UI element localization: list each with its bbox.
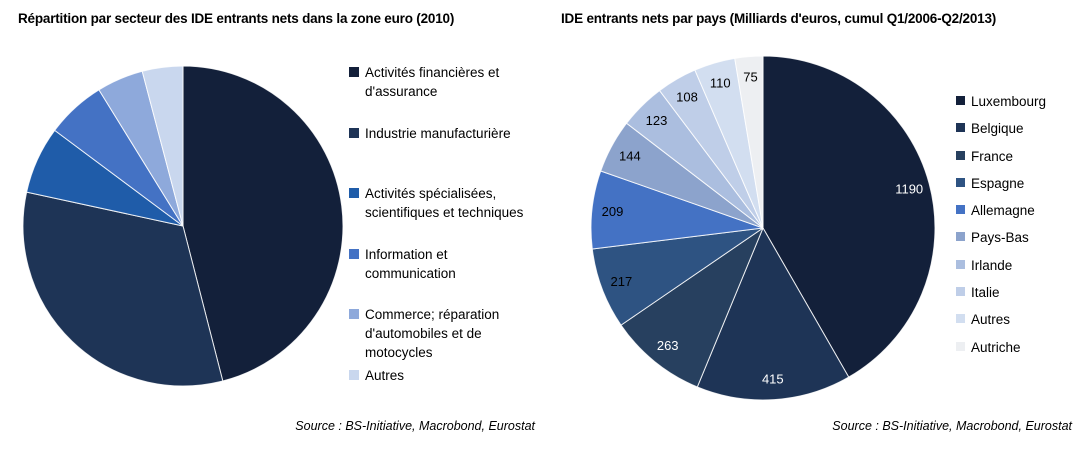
legend-label: Autres — [971, 312, 1011, 328]
legend-swatch — [349, 309, 359, 319]
source-text: Source : BS-Initiative, Macrobond, Euros… — [832, 419, 1072, 433]
legend-label: Italie — [971, 285, 1000, 301]
legend-swatch — [956, 259, 965, 269]
pie-data-label: 75 — [743, 70, 757, 85]
legend-item: Activités financières et d'assurance — [349, 63, 537, 124]
legend-item: Autriche — [956, 338, 1081, 365]
legend-label: Industrie manufacturière — [365, 125, 511, 141]
legend-swatch — [956, 314, 965, 324]
legend-label: Luxembourg — [971, 94, 1047, 109]
legend-label: Irlande — [971, 257, 1013, 273]
pie-data-label: 144 — [619, 148, 641, 163]
legend-label: Information et communication — [365, 246, 456, 281]
source-text: Source : BS-Initiative, Macrobond, Euros… — [295, 419, 535, 433]
legend-swatch — [956, 177, 965, 187]
legend-item: Autres — [349, 366, 537, 427]
legend-swatch — [956, 341, 965, 351]
pie-slice — [762, 55, 936, 378]
legend-swatch — [956, 150, 965, 160]
legend-item: Italie — [956, 283, 1081, 310]
legend-label: Espagne — [971, 175, 1025, 191]
legend-swatch — [956, 287, 965, 297]
pie-slice — [696, 227, 850, 401]
legend-label: Activités spécialisées, scientifiques et… — [365, 186, 524, 220]
legend-swatch — [956, 205, 965, 215]
legend-swatch — [349, 369, 359, 380]
legend-swatch — [956, 232, 965, 242]
pie-chart — [22, 65, 344, 387]
pie-data-label: 1190 — [895, 182, 923, 197]
legend: Luxembourg Belgique France Espagne Allemagne… — [956, 92, 1081, 365]
legend-label: Autriche — [971, 339, 1021, 355]
pie-slice — [620, 227, 764, 388]
legend-label: Commerce; réparation d'automobiles et de… — [365, 307, 500, 360]
legend-item: Allemagne — [956, 201, 1081, 228]
pie-data-label: 263 — [657, 338, 679, 353]
legend-label: France — [971, 148, 1014, 164]
country-pie-panel: IDE entrants nets par pays (Milliards d'… — [543, 0, 1086, 450]
pie-data-label: 209 — [602, 204, 624, 219]
legend-label: Belgique — [971, 121, 1024, 137]
pie-slice — [734, 55, 764, 229]
legend-item: Luxembourg — [956, 92, 1081, 119]
legend-swatch — [956, 123, 965, 133]
legend-label: Pays-Bas — [971, 230, 1029, 246]
pie-data-label: 123 — [646, 113, 668, 128]
legend-label: Autres — [365, 367, 405, 383]
legend-item: Belgique — [956, 119, 1081, 146]
pie-data-label: 217 — [611, 274, 633, 289]
legend-item: Pays-Bas — [956, 228, 1081, 255]
pie-slice — [182, 65, 344, 382]
pie-slice — [141, 65, 184, 227]
legend-swatch — [349, 67, 359, 77]
legend-swatch — [956, 96, 965, 105]
chart-title: IDE entrants nets par pays (Milliards d'… — [561, 11, 997, 26]
chart-title: Répartition par secteur des IDE entrants… — [18, 11, 455, 26]
legend-item: Activités spécialisées, scientifiques et… — [349, 184, 537, 245]
legend-item: Industrie manufacturière — [349, 124, 537, 185]
pie-data-label: 108 — [676, 90, 698, 105]
pie-slice — [22, 191, 224, 387]
legend-swatch — [349, 188, 359, 198]
sector-pie-panel: Répartition par secteur des IDE entrants… — [18, 11, 537, 433]
legend-item: Irlande — [956, 256, 1081, 283]
legend-label: Activités financières et d'assurance — [365, 65, 500, 99]
pie-chart: 1190 415 263 217 209 144 123 108 110 75 — [590, 55, 936, 401]
legend-item: Espagne — [956, 174, 1081, 201]
legend-item: Information et communication — [349, 245, 537, 306]
legend-swatch — [349, 248, 359, 259]
pie-data-label: 415 — [762, 372, 784, 387]
legend-item: Commerce; réparation d'automobiles et de… — [349, 305, 537, 366]
legend-swatch — [349, 127, 359, 138]
legend-item: Autres — [956, 310, 1081, 337]
pie-data-label: 110 — [710, 75, 731, 90]
legend: Activités financières et d'assurance Indu… — [349, 63, 537, 426]
legend-label: Allemagne — [971, 203, 1035, 219]
legend-item: France — [956, 147, 1081, 174]
